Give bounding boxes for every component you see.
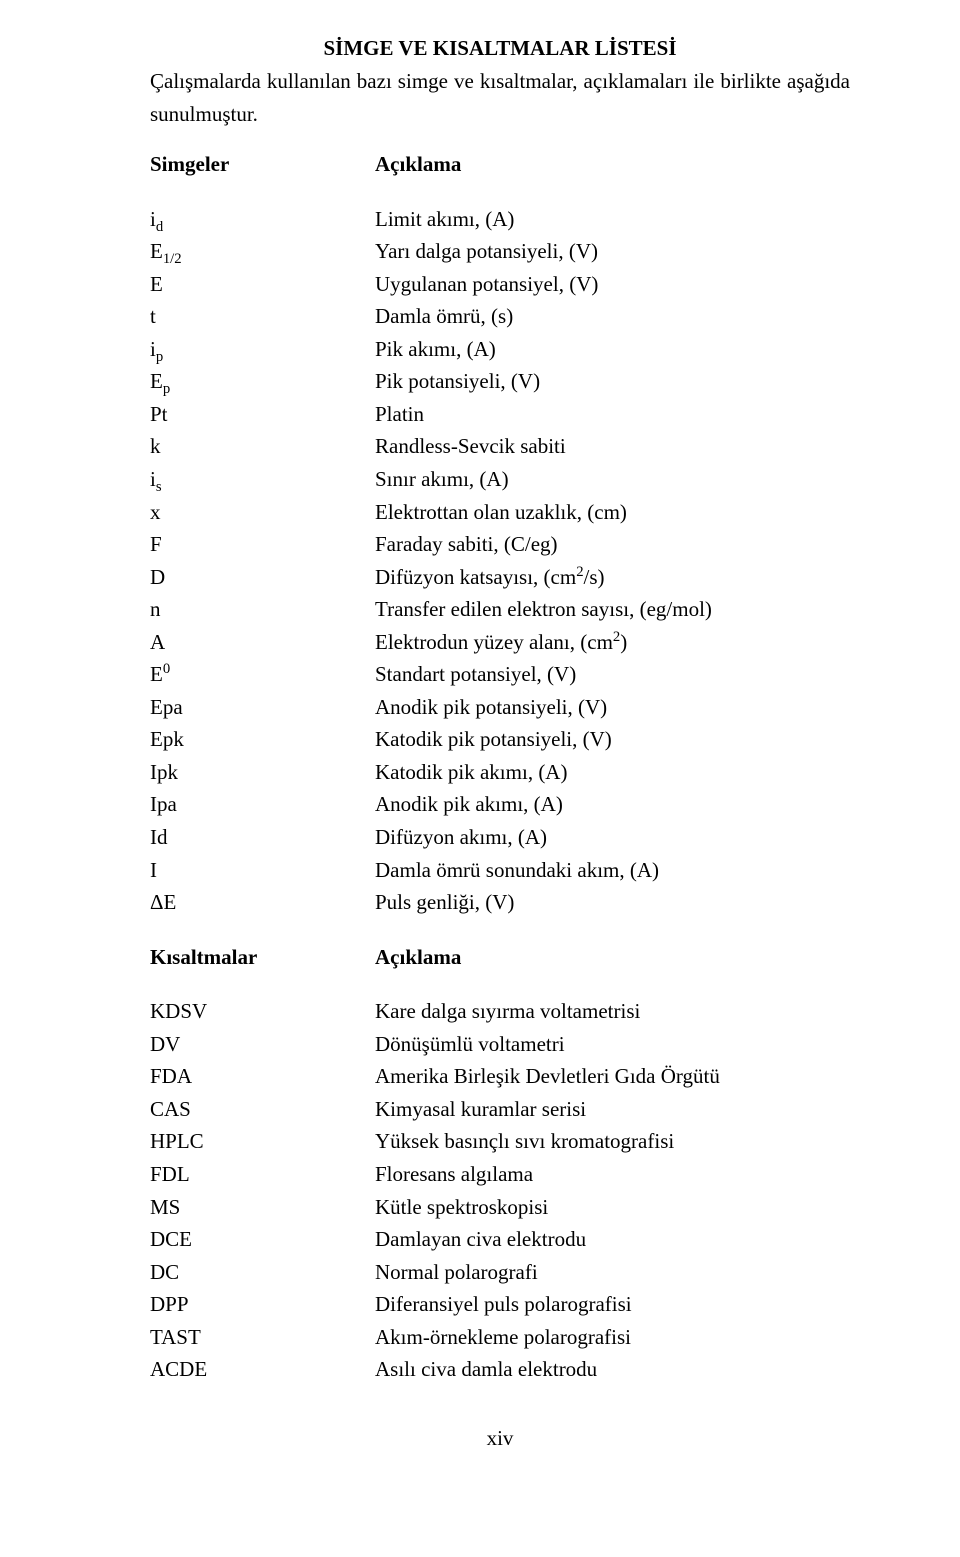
abbreviation-row-description: Asılı civa damla elektrodu	[375, 1353, 850, 1386]
symbol-row-description: Yarı dalga potansiyeli, (V)	[375, 235, 850, 268]
abbreviations-header-right: Açıklama	[375, 941, 850, 974]
symbol-row-description: Elektrodun yüzey alanı, (cm2)	[375, 626, 850, 659]
abbreviation-row-description: Akım-örnekleme polarografisi	[375, 1321, 850, 1354]
abbreviation-row-symbol: HPLC	[150, 1125, 375, 1158]
symbol-row-description: Sınır akımı, (A)	[375, 463, 850, 496]
abbreviations-col-left: KDSVDVFDACASHPLCFDLMSDCEDCDPPTASTACDE	[150, 995, 375, 1386]
symbol-row-symbol: k	[150, 430, 375, 463]
symbol-row-description: Difüzyon katsayısı, (cm2/s)	[375, 561, 850, 594]
symbol-row-symbol: F	[150, 528, 375, 561]
abbreviation-row-symbol: DCE	[150, 1223, 375, 1256]
symbol-row-symbol: ΔE	[150, 886, 375, 919]
symbol-row-description: Transfer edilen elektron sayısı, (eg/mol…	[375, 593, 850, 626]
symbol-row-description: Faraday sabiti, (C/eg)	[375, 528, 850, 561]
symbol-row-symbol: E	[150, 268, 375, 301]
symbol-row-symbol: A	[150, 626, 375, 659]
abbreviations-header-left: Kısaltmalar	[150, 941, 375, 974]
abbreviation-row-description: Amerika Birleşik Devletleri Gıda Örgütü	[375, 1060, 850, 1093]
abbreviation-row-symbol: KDSV	[150, 995, 375, 1028]
abbreviation-row-symbol: FDA	[150, 1060, 375, 1093]
symbol-row-description: Uygulanan potansiyel, (V)	[375, 268, 850, 301]
intro-line-2: sunulmuştur.	[150, 102, 258, 126]
symbol-row-symbol: Epa	[150, 691, 375, 724]
abbreviation-row-description: Floresans algılama	[375, 1158, 850, 1191]
symbol-row-description: Pik potansiyeli, (V)	[375, 365, 850, 398]
symbol-row-description: Anodik pik akımı, (A)	[375, 788, 850, 821]
symbol-row-description: Randless-Sevcik sabiti	[375, 430, 850, 463]
symbol-row-symbol: Epk	[150, 723, 375, 756]
abbreviation-row-symbol: TAST	[150, 1321, 375, 1354]
abbreviation-row-description: Kütle spektroskopisi	[375, 1191, 850, 1224]
symbols-table: idE1/2EtipEpPtkisxFDnAE0EpaEpkIpkIpaIdIΔ…	[150, 203, 850, 919]
abbreviations-col-right: Kare dalga sıyırma voltametrisiDönüşümlü…	[375, 995, 850, 1386]
symbol-row-description: Platin	[375, 398, 850, 431]
abbreviation-row-symbol: MS	[150, 1191, 375, 1224]
abbreviations-header-row: Kısaltmalar Açıklama	[150, 941, 850, 974]
symbol-row-description: Pik akımı, (A)	[375, 333, 850, 366]
symbol-row-symbol: x	[150, 496, 375, 529]
symbol-row-description: Standart potansiyel, (V)	[375, 658, 850, 691]
abbreviation-row-description: Dönüşümlü voltametri	[375, 1028, 850, 1061]
symbol-row-symbol: Ipk	[150, 756, 375, 789]
symbol-row-symbol: is	[150, 463, 375, 496]
symbol-row-description: Katodik pik akımı, (A)	[375, 756, 850, 789]
page-number: xiv	[150, 1426, 850, 1451]
symbols-header-left: Simgeler	[150, 148, 375, 181]
symbol-row-symbol: ip	[150, 333, 375, 366]
abbreviations-table: KDSVDVFDACASHPLCFDLMSDCEDCDPPTASTACDE Ka…	[150, 995, 850, 1386]
abbreviation-row-symbol: DV	[150, 1028, 375, 1061]
symbol-row-description: Anodik pik potansiyeli, (V)	[375, 691, 850, 724]
abbreviation-row-description: Kare dalga sıyırma voltametrisi	[375, 995, 850, 1028]
abbreviation-row-symbol: DPP	[150, 1288, 375, 1321]
symbol-row-symbol: Ipa	[150, 788, 375, 821]
symbols-col-right: Limit akımı, (A)Yarı dalga potansiyeli, …	[375, 203, 850, 919]
symbol-row-symbol: E0	[150, 658, 375, 691]
symbols-header-row: Simgeler Açıklama	[150, 148, 850, 181]
symbol-row-symbol: Ep	[150, 365, 375, 398]
symbol-row-description: Damla ömrü sonundaki akım, (A)	[375, 854, 850, 887]
intro-line-1: Çalışmalarda kullanılan bazı simge ve kı…	[150, 69, 850, 93]
intro-paragraph: Çalışmalarda kullanılan bazı simge ve kı…	[150, 65, 850, 130]
symbol-row-symbol: E1/2	[150, 235, 375, 268]
symbols-col-left: idE1/2EtipEpPtkisxFDnAE0EpaEpkIpkIpaIdIΔ…	[150, 203, 375, 919]
abbreviation-row-symbol: CAS	[150, 1093, 375, 1126]
symbol-row-description: Katodik pik potansiyeli, (V)	[375, 723, 850, 756]
symbol-row-description: Difüzyon akımı, (A)	[375, 821, 850, 854]
symbols-header-right: Açıklama	[375, 148, 850, 181]
symbol-row-symbol: D	[150, 561, 375, 594]
symbol-row-description: Puls genliği, (V)	[375, 886, 850, 919]
symbol-row-symbol: t	[150, 300, 375, 333]
abbreviation-row-description: Diferansiyel puls polarografisi	[375, 1288, 850, 1321]
symbol-row-symbol: n	[150, 593, 375, 626]
page: SİMGE VE KISALTMALAR LİSTESİ Çalışmalard…	[0, 0, 960, 1487]
abbreviation-row-symbol: DC	[150, 1256, 375, 1289]
symbol-row-symbol: id	[150, 203, 375, 236]
abbreviation-row-symbol: ACDE	[150, 1353, 375, 1386]
symbol-row-description: Damla ömrü, (s)	[375, 300, 850, 333]
symbol-row-symbol: Id	[150, 821, 375, 854]
abbreviation-row-description: Normal polarografi	[375, 1256, 850, 1289]
page-heading: SİMGE VE KISALTMALAR LİSTESİ	[150, 36, 850, 61]
abbreviation-row-description: Kimyasal kuramlar serisi	[375, 1093, 850, 1126]
abbreviation-row-symbol: FDL	[150, 1158, 375, 1191]
symbol-row-symbol: Pt	[150, 398, 375, 431]
symbol-row-description: Limit akımı, (A)	[375, 203, 850, 236]
symbol-row-symbol: I	[150, 854, 375, 887]
abbreviation-row-description: Damlayan civa elektrodu	[375, 1223, 850, 1256]
symbol-row-description: Elektrottan olan uzaklık, (cm)	[375, 496, 850, 529]
abbreviation-row-description: Yüksek basınçlı sıvı kromatografisi	[375, 1125, 850, 1158]
